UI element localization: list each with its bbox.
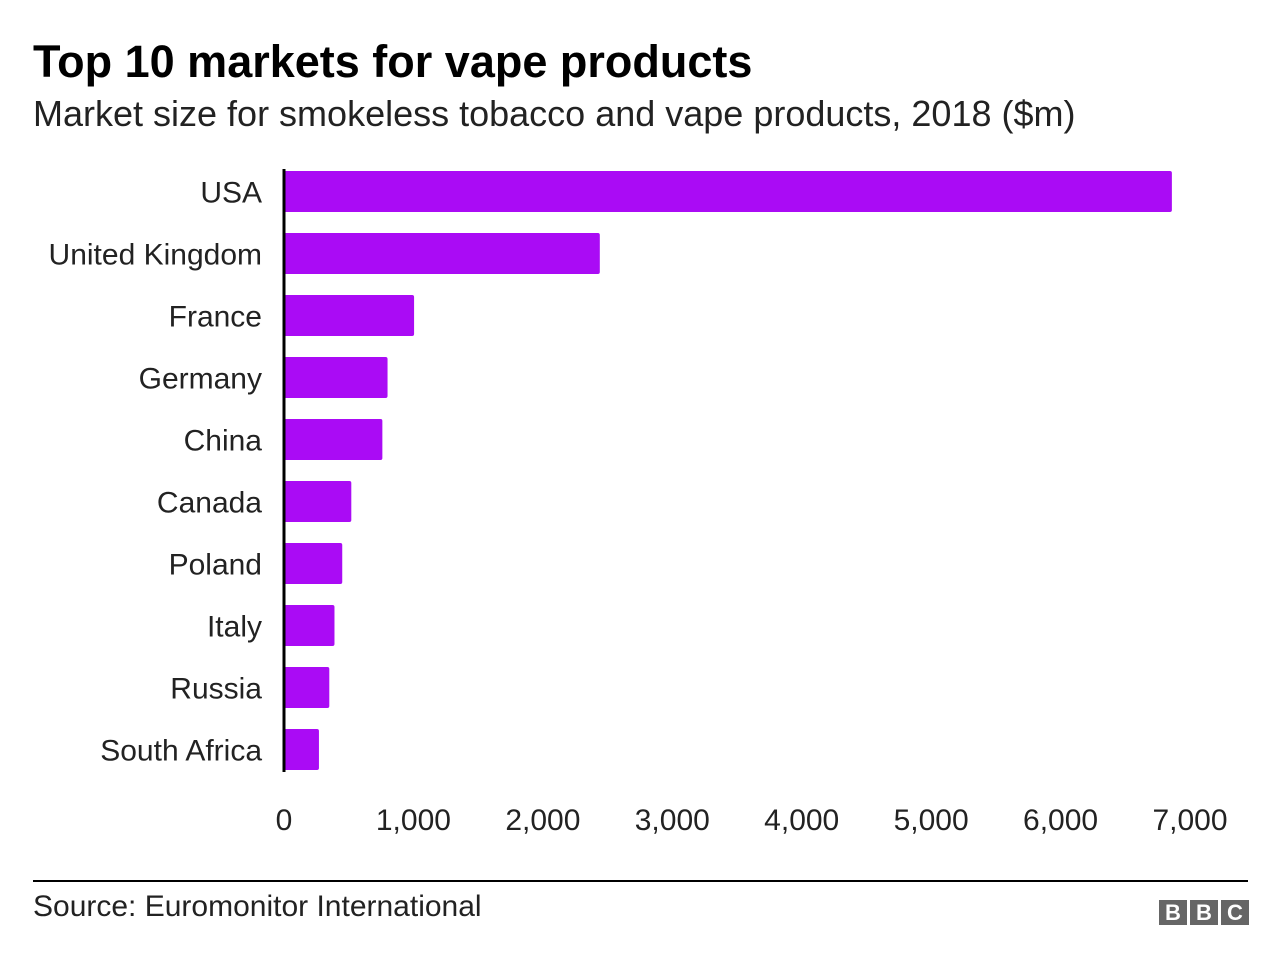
bar-germany	[284, 357, 388, 398]
bar-south-africa	[284, 729, 319, 770]
category-label: South Africa	[100, 735, 262, 768]
category-label: United Kingdom	[49, 239, 262, 272]
category-label: Italy	[207, 611, 262, 644]
category-label: USA	[200, 177, 262, 210]
x-tick-label: 2,000	[505, 804, 580, 837]
category-label: Germany	[139, 363, 262, 396]
bar-usa	[284, 171, 1172, 212]
chart-title: Top 10 markets for vape products	[33, 36, 753, 87]
source-note: Source: Euromonitor International	[33, 890, 482, 923]
x-tick-label: 7,000	[1152, 804, 1227, 837]
bar-france	[284, 295, 415, 336]
x-tick-label: 6,000	[1023, 804, 1098, 837]
category-label: Canada	[157, 487, 262, 520]
category-label: Russia	[170, 673, 262, 706]
category-label: China	[184, 425, 263, 458]
bar-canada	[284, 481, 352, 522]
footer-divider	[33, 880, 1248, 882]
x-tick-label: 1,000	[376, 804, 451, 837]
x-tick-label: 4,000	[764, 804, 839, 837]
x-tick-label: 5,000	[894, 804, 969, 837]
bar-italy	[284, 605, 335, 646]
bar-united-kingdom	[284, 233, 600, 274]
bar-russia	[284, 667, 330, 708]
x-tick-label: 0	[276, 804, 293, 837]
category-label: Poland	[169, 549, 262, 582]
bar-poland	[284, 543, 343, 584]
category-label: France	[169, 301, 262, 334]
x-tick-label: 3,000	[635, 804, 710, 837]
bar-china	[284, 419, 383, 460]
chart-subtitle: Market size for smokeless tobacco and va…	[33, 93, 1076, 134]
